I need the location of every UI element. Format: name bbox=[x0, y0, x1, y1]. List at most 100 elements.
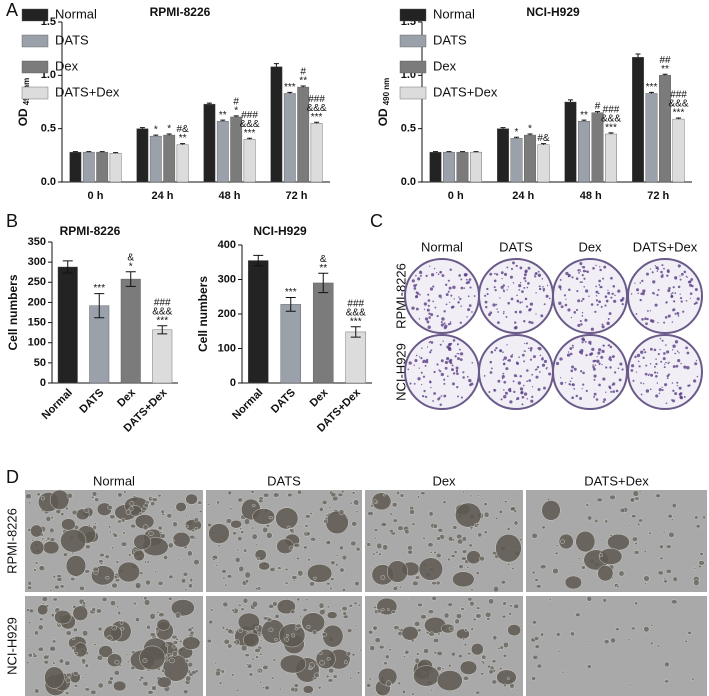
cell-cluster bbox=[61, 518, 76, 531]
colony bbox=[592, 359, 596, 363]
cell-cluster bbox=[65, 677, 71, 684]
error-bar bbox=[300, 85, 306, 88]
cell-cluster bbox=[168, 574, 174, 579]
colony bbox=[502, 372, 505, 375]
error-bar bbox=[253, 254, 264, 261]
cell-cluster bbox=[632, 490, 640, 497]
colony bbox=[661, 386, 663, 389]
colony bbox=[581, 387, 583, 390]
cell-cluster bbox=[418, 557, 444, 581]
panel-label: C bbox=[370, 211, 383, 231]
cell-cluster bbox=[498, 495, 501, 499]
cell-cluster bbox=[335, 554, 339, 557]
cell-cluster bbox=[534, 578, 539, 582]
cell-cluster bbox=[172, 521, 178, 528]
colony bbox=[428, 312, 431, 315]
colony bbox=[636, 288, 640, 292]
cell-cluster bbox=[354, 493, 358, 496]
colony bbox=[647, 374, 650, 377]
colony bbox=[513, 374, 517, 378]
cell-cluster bbox=[111, 625, 118, 631]
colony bbox=[610, 390, 613, 393]
significance-label: &&& bbox=[668, 99, 688, 110]
cell-cluster bbox=[90, 689, 97, 695]
colony bbox=[673, 300, 676, 303]
colony bbox=[492, 303, 496, 307]
colony bbox=[523, 276, 526, 280]
cell-cluster bbox=[226, 574, 233, 579]
cell-cluster bbox=[289, 545, 294, 551]
significance-label: ### bbox=[154, 297, 171, 308]
cell-cluster bbox=[168, 657, 175, 664]
colony bbox=[502, 351, 504, 353]
colony bbox=[417, 277, 421, 281]
cell-cluster bbox=[338, 609, 342, 613]
colony bbox=[571, 377, 573, 379]
cell-cluster bbox=[277, 566, 282, 570]
x-tick-label: DATS bbox=[77, 387, 106, 416]
x-tick-label: 0 h bbox=[88, 190, 104, 202]
cell-cluster bbox=[354, 624, 357, 627]
cell-cluster bbox=[92, 566, 99, 573]
colony bbox=[462, 376, 465, 379]
colony bbox=[679, 396, 684, 400]
colony bbox=[459, 297, 462, 301]
colony bbox=[538, 285, 541, 288]
colony bbox=[651, 271, 654, 274]
colony bbox=[565, 298, 567, 300]
cell-cluster bbox=[616, 585, 620, 589]
cell-cluster bbox=[649, 641, 654, 646]
colony bbox=[457, 395, 459, 398]
cell-cluster bbox=[187, 550, 193, 557]
cell-cluster bbox=[28, 608, 35, 614]
colony bbox=[445, 283, 448, 287]
colony bbox=[500, 285, 504, 289]
colony bbox=[443, 394, 447, 398]
cell-cluster bbox=[93, 643, 97, 646]
cell-cluster bbox=[462, 490, 466, 494]
colony bbox=[516, 362, 520, 366]
error-bar bbox=[433, 151, 438, 153]
colony bbox=[432, 285, 435, 288]
cell-cluster bbox=[643, 549, 647, 553]
cell-cluster bbox=[337, 492, 344, 497]
colony bbox=[676, 350, 679, 352]
cell-cluster bbox=[326, 611, 338, 620]
colony bbox=[435, 271, 438, 274]
colony bbox=[538, 371, 541, 373]
colony bbox=[417, 377, 421, 381]
colony bbox=[503, 311, 505, 313]
colony bbox=[530, 321, 534, 325]
colony bbox=[541, 363, 546, 367]
colony bbox=[661, 264, 664, 267]
colony bbox=[506, 266, 509, 269]
significance-label: ### bbox=[347, 298, 364, 309]
colony bbox=[606, 321, 610, 326]
cell-cluster bbox=[56, 577, 63, 582]
colony bbox=[598, 279, 602, 283]
colony bbox=[459, 352, 464, 356]
cell-cluster bbox=[541, 500, 561, 521]
cell-cluster bbox=[664, 679, 669, 684]
cell-cluster bbox=[139, 596, 143, 600]
cell-cluster bbox=[447, 557, 451, 562]
cell-cluster bbox=[302, 608, 308, 612]
cell-cluster bbox=[171, 650, 178, 657]
row-label: NCI-H929 bbox=[393, 343, 408, 401]
error-bar bbox=[350, 331, 361, 338]
colony bbox=[489, 371, 493, 374]
colony bbox=[662, 357, 666, 361]
colony bbox=[500, 398, 503, 401]
colony bbox=[560, 305, 564, 309]
colony bbox=[469, 383, 472, 387]
colony bbox=[666, 377, 669, 380]
cell-cluster bbox=[70, 577, 76, 582]
bar bbox=[659, 75, 671, 183]
cell-cluster bbox=[27, 501, 32, 505]
cell-cluster bbox=[244, 653, 250, 657]
colony bbox=[488, 313, 491, 317]
bar bbox=[312, 282, 334, 384]
cell-cluster bbox=[52, 575, 56, 579]
cell-cluster bbox=[139, 645, 166, 671]
colony bbox=[426, 308, 430, 312]
